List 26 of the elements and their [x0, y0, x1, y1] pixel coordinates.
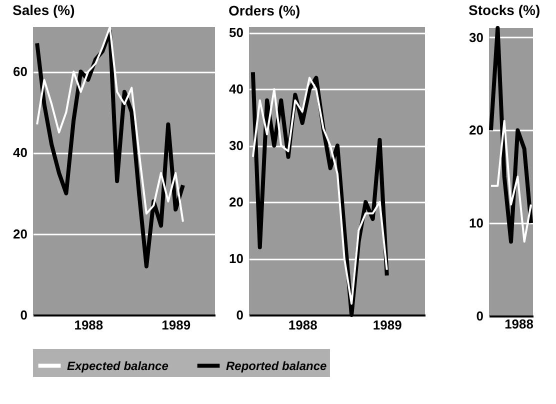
line-series: [490, 120, 532, 243]
y-tick-label: 30: [469, 30, 484, 45]
y-tick-label: 30: [229, 138, 244, 154]
y-tick-label: 40: [13, 145, 28, 160]
chart-title: Sales (%): [12, 2, 75, 18]
chart-title: Stocks (%): [468, 2, 540, 18]
line-series: [35, 29, 185, 268]
y-tick-label: 0: [20, 308, 28, 322]
legend-label: Reported balance: [226, 358, 328, 373]
y-tick-label: 20: [229, 194, 244, 210]
line-series: [489, 26, 533, 244]
y-tick-label: 20: [13, 226, 28, 242]
x-tick-label: 1989: [372, 318, 402, 332]
legend-label: Expected balance: [67, 358, 169, 373]
y-tick-label: 0: [236, 308, 244, 322]
y-tick-label: 0: [476, 308, 484, 324]
y-tick-label: 50: [229, 25, 244, 40]
x-tick-label: 1988: [288, 318, 318, 332]
y-tick-label: 20: [469, 122, 484, 138]
y-tick-label: 60: [13, 64, 28, 80]
y-tick-label: 10: [229, 251, 244, 266]
chart-title: Orders (%): [228, 2, 300, 19]
y-tick-label: 40: [229, 82, 244, 97]
x-tick-label: 1988: [74, 318, 104, 332]
x-tick-label: 1989: [162, 318, 191, 332]
y-tick-label: 10: [469, 216, 484, 231]
